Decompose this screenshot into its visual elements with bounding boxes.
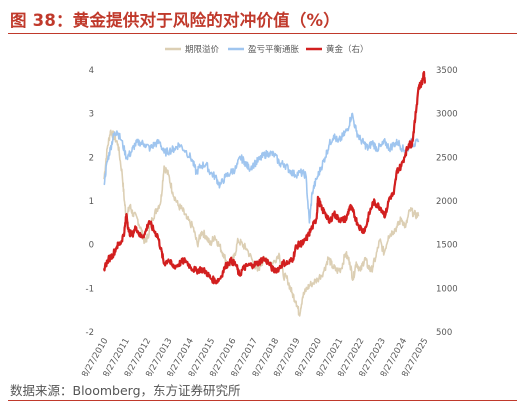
y-left-tick-label: -1	[86, 284, 94, 294]
legend-label: 黄金（右）	[326, 44, 369, 55]
series-line	[103, 112, 420, 224]
y-right-tick-label: 1000	[436, 284, 458, 294]
chart-svg: 期限溢价 盈亏平衡通胀 黄金（右） 4 3 2 1 0 -1 -2 3500 3000 2500 20…	[80, 44, 458, 377]
series-line	[102, 70, 426, 285]
series-line	[103, 129, 420, 317]
bottom-rule	[8, 400, 517, 401]
y-right-tick-label: 2000	[436, 197, 458, 207]
y-right-tick-label: 3500	[436, 66, 458, 76]
y-right-tick-label: 1500	[436, 241, 458, 251]
y-right-tick-label: 3000	[436, 110, 458, 120]
legend-label: 期限溢价	[185, 44, 220, 55]
y-left-tick-label: -2	[86, 328, 94, 338]
y-left-tick-label: 0	[89, 241, 94, 251]
figure-title: 图 38：黄金提供对于风险的对冲价值（%）	[10, 11, 340, 30]
y-left-tick-label: 4	[89, 66, 94, 76]
y-left-tick-label: 2	[89, 153, 94, 163]
title-rule	[8, 33, 517, 34]
legend-label: 盈亏平衡通胀	[248, 44, 300, 55]
left-axis: 4 3 2 1 0 -1 -2	[86, 66, 94, 338]
y-right-tick-label: 2500	[436, 153, 458, 163]
plot-lines	[102, 70, 426, 317]
y-left-tick-label: 3	[89, 110, 94, 120]
y-right-tick-label: 500	[436, 328, 452, 338]
chart-legend: 期限溢价 盈亏平衡通胀 黄金（右）	[165, 44, 369, 55]
right-axis: 3500 3000 2500 2000 1500 1000 500	[436, 66, 458, 338]
data-source-note: 数据来源：Bloomberg，东方证券研究所	[10, 383, 241, 398]
y-left-tick-label: 1	[89, 197, 94, 207]
x-axis: 8/27/20108/27/20118/27/20128/27/20138/27…	[80, 337, 430, 377]
